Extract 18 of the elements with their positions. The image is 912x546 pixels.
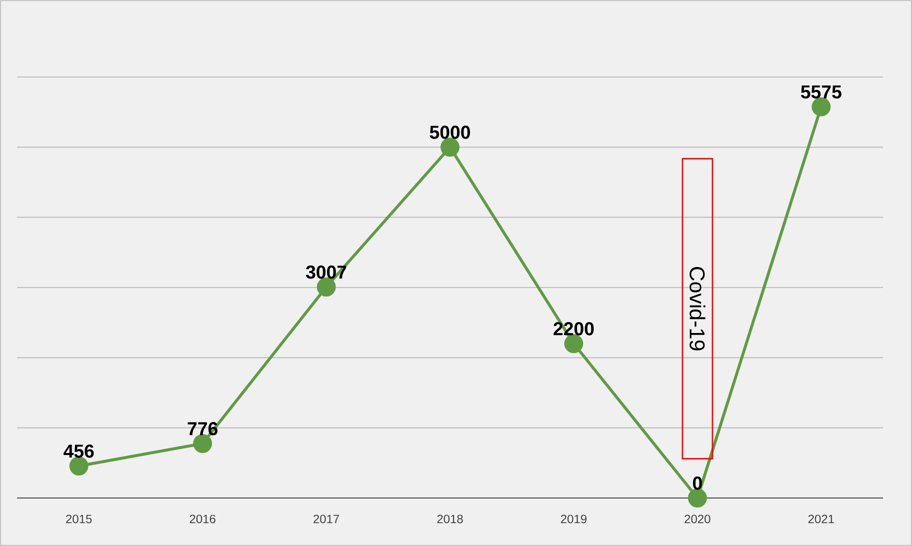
point: [440, 138, 460, 157]
data-label: 456: [64, 444, 94, 458]
x-tick-label: 2021: [808, 514, 834, 524]
data-label: 5575: [800, 86, 842, 99]
x-tick-label: 2016: [190, 514, 216, 524]
point: [69, 456, 88, 476]
point: [316, 278, 336, 296]
point: [193, 434, 212, 454]
point: [564, 334, 584, 354]
data-label: 5000: [430, 126, 470, 139]
x-tick-label: 2017: [314, 514, 340, 524]
x-tick-label: 2018: [437, 514, 463, 524]
point: [812, 97, 831, 116]
x-tick-label: 2019: [560, 514, 586, 524]
annotation: Covid-19: [690, 267, 706, 350]
x-tick-label: 2015: [66, 514, 92, 524]
point: [688, 488, 707, 508]
x-tick-label: 2020: [684, 514, 710, 524]
